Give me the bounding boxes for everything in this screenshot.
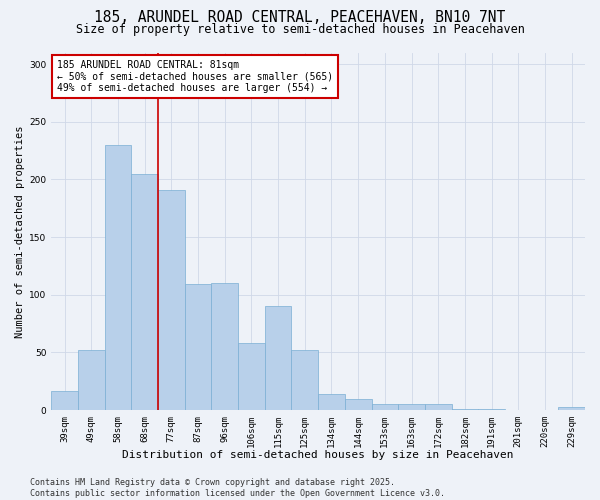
Bar bbox=[345, 398, 371, 410]
Y-axis label: Number of semi-detached properties: Number of semi-detached properties bbox=[15, 125, 25, 338]
Bar bbox=[425, 404, 452, 410]
Bar bbox=[238, 343, 265, 410]
Bar bbox=[478, 409, 505, 410]
Bar bbox=[398, 404, 425, 410]
Bar bbox=[265, 306, 292, 410]
Bar bbox=[131, 174, 158, 410]
Bar bbox=[158, 190, 185, 410]
X-axis label: Distribution of semi-detached houses by size in Peacehaven: Distribution of semi-detached houses by … bbox=[122, 450, 514, 460]
Bar bbox=[371, 404, 398, 410]
Bar bbox=[452, 409, 478, 410]
Text: 185, ARUNDEL ROAD CENTRAL, PEACEHAVEN, BN10 7NT: 185, ARUNDEL ROAD CENTRAL, PEACEHAVEN, B… bbox=[94, 10, 506, 25]
Text: Contains HM Land Registry data © Crown copyright and database right 2025.
Contai: Contains HM Land Registry data © Crown c… bbox=[30, 478, 445, 498]
Bar bbox=[211, 283, 238, 410]
Text: Size of property relative to semi-detached houses in Peacehaven: Size of property relative to semi-detach… bbox=[76, 22, 524, 36]
Bar bbox=[318, 394, 345, 410]
Bar bbox=[51, 390, 78, 410]
Text: 185 ARUNDEL ROAD CENTRAL: 81sqm
← 50% of semi-detached houses are smaller (565)
: 185 ARUNDEL ROAD CENTRAL: 81sqm ← 50% of… bbox=[56, 60, 333, 93]
Bar bbox=[104, 145, 131, 410]
Bar bbox=[292, 350, 318, 410]
Bar bbox=[559, 406, 585, 410]
Bar bbox=[78, 350, 104, 410]
Bar bbox=[185, 284, 211, 410]
